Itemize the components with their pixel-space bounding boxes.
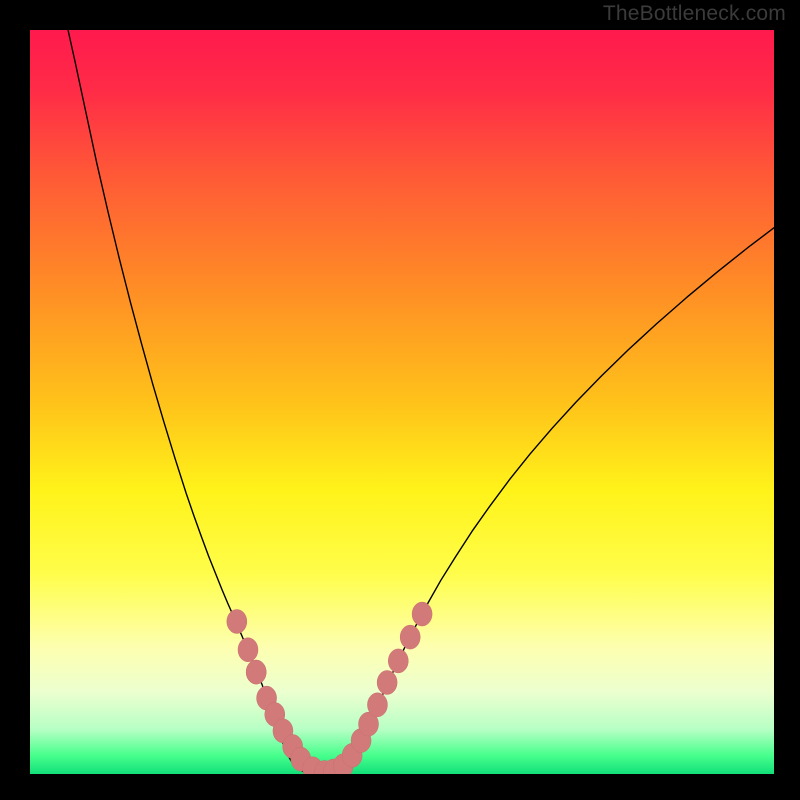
data-marker: [412, 602, 432, 626]
data-marker: [377, 670, 397, 694]
watermark-text: TheBottleneck.com: [603, 2, 786, 26]
data-marker: [246, 660, 266, 684]
data-marker: [238, 638, 258, 662]
plot-svg: [30, 30, 774, 774]
data-marker: [227, 609, 247, 633]
data-marker: [400, 625, 420, 649]
data-marker: [367, 693, 387, 717]
plot-area: [30, 30, 774, 774]
data-marker: [388, 649, 408, 673]
